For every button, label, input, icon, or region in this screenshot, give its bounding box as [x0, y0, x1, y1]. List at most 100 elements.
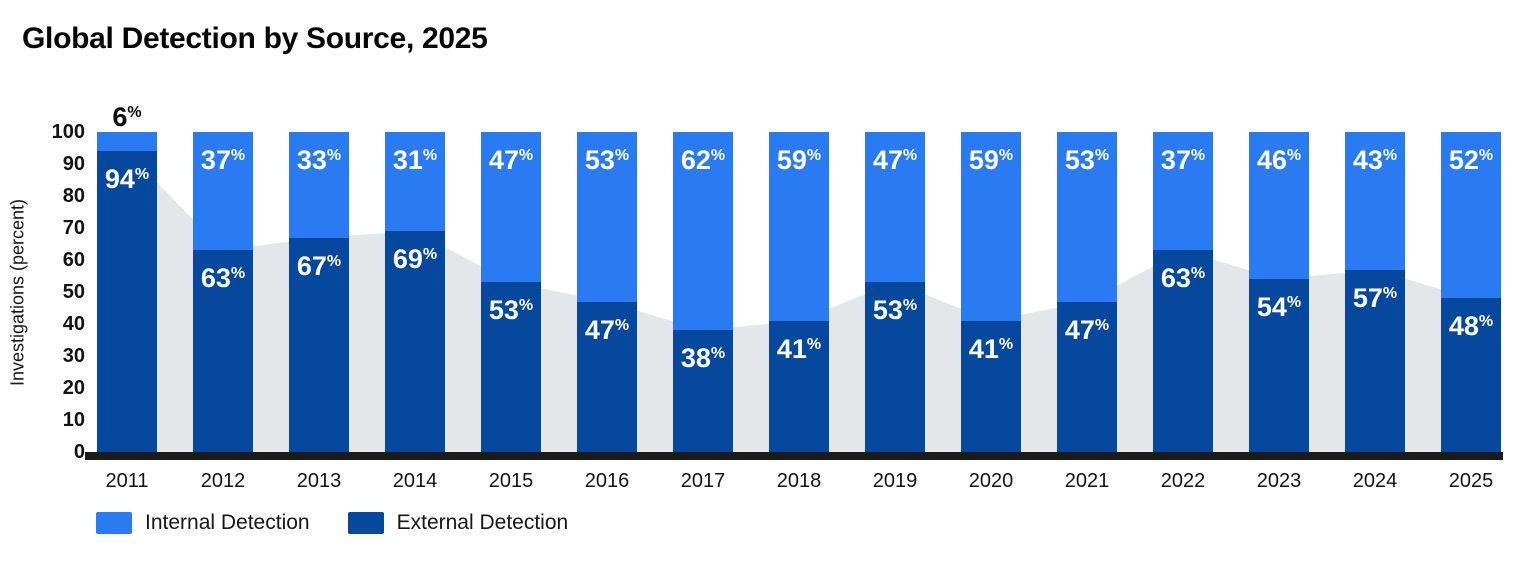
internal-segment	[769, 132, 829, 321]
value-label: 47%	[584, 314, 630, 345]
value-label: 31%	[392, 145, 438, 175]
value-label: 41%	[968, 333, 1014, 364]
bar-2019: 47% 53%	[865, 132, 925, 452]
y-tick-70: 70	[62, 217, 85, 239]
y-tick-30: 30	[62, 345, 85, 367]
x-tick-2020: 2020	[968, 470, 1014, 492]
internal-segment	[481, 132, 541, 283]
external-segment	[1249, 279, 1309, 452]
x-tick-2019: 2019	[872, 470, 918, 492]
bar-2015: 47% 53%	[481, 132, 541, 452]
internal-detection-swatch	[96, 512, 132, 534]
value-label: 59%	[776, 145, 822, 175]
value-label: 63%	[1160, 263, 1206, 294]
y-tick-10: 10	[62, 409, 85, 431]
external-segment	[961, 320, 1021, 452]
internal-segment	[1345, 132, 1405, 270]
x-tick-2015: 2015	[488, 470, 534, 492]
internal-segment	[193, 132, 253, 251]
legend-label-external: External Detection	[396, 511, 569, 534]
external-segment	[385, 231, 445, 452]
bar-2025: 52% 48%	[1441, 132, 1501, 452]
y-tick-80: 80	[62, 185, 85, 207]
external-segment	[481, 282, 541, 452]
bar-2024: 43% 57%	[1345, 132, 1405, 452]
internal-segment	[385, 132, 445, 232]
external-segment	[1441, 298, 1501, 452]
bar-2023: 46% 54%	[1249, 132, 1309, 452]
external-segment	[769, 320, 829, 452]
value-label: 48%	[1448, 311, 1494, 342]
value-label: 57%	[1352, 282, 1398, 313]
internal-segment	[1441, 132, 1501, 299]
value-label: 47%	[872, 145, 918, 175]
external-segment	[673, 330, 733, 452]
external-segment	[865, 282, 925, 452]
x-tick-2014: 2014	[392, 470, 438, 492]
external-segment	[1345, 269, 1405, 452]
x-tick-2012: 2012	[200, 470, 246, 492]
bar-2018: 59% 41%	[769, 132, 829, 452]
y-tick-60: 60	[62, 249, 85, 271]
value-label: 43%	[1352, 145, 1398, 175]
internal-segment	[673, 132, 733, 331]
external-segment	[97, 151, 157, 452]
y-tick-20: 20	[62, 377, 85, 399]
value-label: 54%	[1256, 292, 1302, 323]
bar-2017: 62% 38%	[673, 132, 733, 452]
value-label: 69%	[392, 244, 438, 275]
x-tick-2025: 2025	[1448, 470, 1494, 492]
external-segment	[193, 250, 253, 452]
bar-2014: 31% 69%	[385, 132, 445, 452]
chart-title: Global Detection by Source, 2025	[22, 22, 488, 55]
y-tick-100: 100	[51, 121, 85, 143]
value-label: 38%	[680, 343, 726, 374]
x-tick-2011: 2011	[105, 470, 149, 492]
x-tick-2013: 2013	[296, 470, 342, 492]
value-label: 53%	[584, 145, 630, 175]
value-label: 63%	[200, 263, 246, 294]
internal-segment	[97, 132, 157, 152]
legend-label-internal: Internal Detection	[145, 511, 310, 534]
value-label: 67%	[296, 250, 342, 281]
external-segment	[1057, 301, 1117, 452]
x-tick-2016: 2016	[584, 470, 630, 492]
legend: Internal Detection External Detection	[96, 511, 568, 535]
internal-segment	[865, 132, 925, 283]
bar-2020: 59% 41%	[961, 132, 1021, 452]
internal-segment	[1249, 132, 1309, 280]
value-label: 47%	[488, 145, 534, 175]
y-tick-50: 50	[62, 281, 85, 303]
x-tick-2021: 2021	[1064, 470, 1110, 492]
internal-segment	[961, 132, 1021, 321]
internal-segment	[289, 132, 349, 238]
y-tick-0: 0	[73, 441, 85, 463]
value-label: 41%	[776, 333, 822, 364]
internal-segment	[1153, 132, 1213, 251]
external-detection-swatch	[347, 512, 384, 534]
legend-item-external: External Detection	[347, 511, 569, 535]
value-label: 53%	[1064, 145, 1110, 175]
value-label: 46%	[1256, 145, 1302, 175]
value-label-above: 6%	[112, 102, 142, 132]
bar-2016: 53% 47%	[577, 132, 637, 452]
internal-segment	[1057, 132, 1117, 302]
x-axis-baseline	[85, 452, 1503, 460]
x-tick-2023: 2023	[1256, 470, 1302, 492]
value-label: 37%	[1160, 145, 1206, 175]
bar-2021: 53% 47%	[1057, 132, 1117, 452]
external-segment	[577, 301, 637, 452]
x-tick-2022: 2022	[1160, 470, 1206, 492]
value-label: 52%	[1448, 145, 1494, 175]
bar-2011: 6% 94%	[97, 104, 157, 452]
value-label: 59%	[968, 145, 1014, 175]
legend-item-internal: Internal Detection	[96, 511, 310, 535]
x-tick-2024: 2024	[1352, 470, 1398, 492]
internal-segment	[577, 132, 637, 302]
x-tick-2018: 2018	[776, 470, 822, 492]
value-label: 53%	[872, 295, 918, 326]
y-tick-90: 90	[62, 153, 85, 175]
external-segment	[1153, 250, 1213, 452]
x-tick-2017: 2017	[680, 470, 726, 492]
